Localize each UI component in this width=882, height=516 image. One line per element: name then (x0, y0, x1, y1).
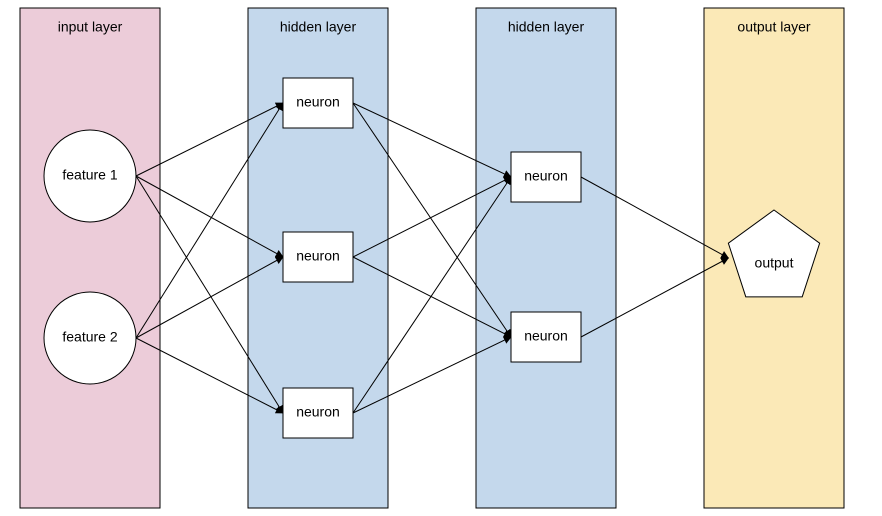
node-label: output (755, 255, 794, 271)
node-label: feature 2 (62, 329, 117, 345)
node-n11: neuron (283, 78, 353, 128)
layer-label: hidden layer (508, 19, 585, 35)
node-label: neuron (296, 94, 340, 110)
layer-hidden2: hidden layer (476, 8, 616, 508)
node-label: neuron (524, 168, 568, 184)
layer-label: output layer (737, 19, 810, 35)
neural-network-diagram: input layer hidden layer hidden layer outpu… (0, 0, 882, 516)
node-label: neuron (524, 328, 568, 344)
layer-input: input layer (20, 8, 160, 508)
layer-label: hidden layer (280, 19, 357, 35)
layers: input layer hidden layer hidden layer outpu… (20, 8, 844, 508)
layer-label: input layer (58, 19, 123, 35)
node-f1: feature 1 (44, 130, 136, 222)
node-label: neuron (296, 404, 340, 420)
node-n22: neuron (511, 312, 581, 362)
node-label: feature 1 (62, 167, 117, 183)
node-n12: neuron (283, 232, 353, 282)
edges (136, 103, 728, 413)
node-label: neuron (296, 248, 340, 264)
node-f2: feature 2 (44, 292, 136, 384)
node-n21: neuron (511, 152, 581, 202)
node-n13: neuron (283, 388, 353, 438)
